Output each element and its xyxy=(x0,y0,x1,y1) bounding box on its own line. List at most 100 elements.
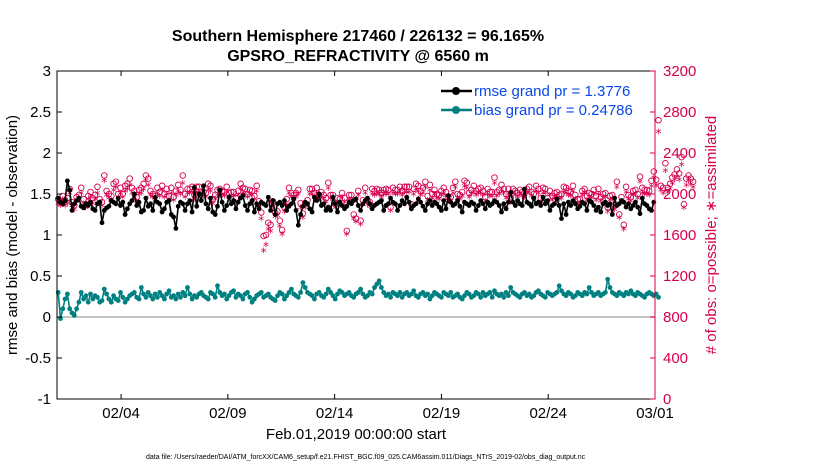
obs-assimilated-point: * xyxy=(653,180,659,194)
y-right-tick-label: 0 xyxy=(663,391,671,408)
rmse-point xyxy=(572,201,578,207)
rmse-point xyxy=(263,203,269,208)
obs-possible-point xyxy=(535,185,542,193)
bias-point xyxy=(439,294,444,300)
rmse-point xyxy=(233,206,239,212)
obs-possible-point xyxy=(101,172,108,179)
rmse-point xyxy=(540,194,546,200)
rmse-point xyxy=(388,195,393,201)
obs-assimilated-point: * xyxy=(143,176,149,190)
bias-point xyxy=(178,294,183,300)
obs-assimilated-point: * xyxy=(595,189,601,203)
obs-possible-point xyxy=(345,191,353,199)
rmse-point xyxy=(538,203,544,208)
bias-point xyxy=(508,285,514,290)
bias-point xyxy=(584,291,590,297)
obs-possible-point xyxy=(94,183,101,191)
bias-point xyxy=(88,291,93,297)
rmse-point xyxy=(501,201,507,207)
obs-assimilated-point: * xyxy=(450,188,456,202)
rmse-point xyxy=(385,201,391,207)
obs-assimilated-point: * xyxy=(295,189,301,203)
obs-assimilated-point: * xyxy=(642,189,648,203)
bias-point xyxy=(136,296,142,302)
obs-assimilated-point: * xyxy=(309,189,315,203)
data-file-footnote: data file: /Users/raeder/DAI/ATM_forcXX/… xyxy=(146,454,586,461)
obs-assimilated-point: * xyxy=(556,194,562,208)
rmse-point xyxy=(633,199,638,205)
obs-possible-point xyxy=(627,193,635,201)
obs-assimilated-point: * xyxy=(141,184,147,198)
rmse-point xyxy=(335,209,340,215)
rmse-point xyxy=(187,198,193,204)
rmse-point xyxy=(446,193,451,199)
obs-assimilated-point: * xyxy=(325,183,331,197)
legend: rmse grand pr = 1.3776 bias grand pr = 0… xyxy=(441,83,633,119)
rmse-point xyxy=(309,209,315,215)
obs-assimilated-point: * xyxy=(328,193,334,207)
obs-assimilated-point: * xyxy=(392,189,398,203)
obs-assimilated-point: * xyxy=(660,188,666,202)
rmse-point xyxy=(224,203,230,208)
plot-area xyxy=(57,71,655,399)
obs-assimilated-point: * xyxy=(563,188,569,202)
obs-assimilated-point: * xyxy=(101,176,107,190)
obs-assimilated-point: * xyxy=(58,200,64,214)
obs-assimilated-point: * xyxy=(254,186,260,200)
bias-point xyxy=(286,290,292,295)
obs-assimilated-point: * xyxy=(471,186,477,200)
obs-assimilated-point: * xyxy=(129,188,135,202)
obs-possible-point xyxy=(313,184,320,192)
obs-possible-point xyxy=(567,188,574,196)
rmse-series xyxy=(55,178,657,231)
obs-assimilated-point: * xyxy=(415,186,421,200)
bias-point xyxy=(245,290,250,295)
obs-assimilated-point: * xyxy=(667,184,673,198)
obs-possible-point xyxy=(348,191,355,199)
bias-point xyxy=(489,294,495,300)
rmse-point xyxy=(529,203,534,209)
bias-point xyxy=(279,291,285,297)
obs-assimilated-point: * xyxy=(395,189,401,203)
obs-assimilated-point: * xyxy=(591,189,597,203)
rmse-point xyxy=(173,226,179,231)
obs-possible-point xyxy=(458,188,466,196)
obs-assimilated-point: * xyxy=(656,127,662,141)
bias-point xyxy=(448,290,454,295)
obs-assimilated-point: * xyxy=(88,192,94,206)
rmse-point xyxy=(612,195,617,201)
rmse-point xyxy=(522,186,527,192)
obs-possible-point xyxy=(574,195,581,203)
obs-assimilated-point: * xyxy=(351,214,357,228)
bias-point xyxy=(339,290,345,295)
obs-assimilated-point: * xyxy=(665,187,671,201)
rmse-point xyxy=(192,185,197,190)
obs-possible-point xyxy=(357,217,364,224)
bias-point xyxy=(556,283,562,289)
obs-possible-point xyxy=(636,173,644,180)
obs-possible-point xyxy=(295,186,302,194)
rmse-point xyxy=(639,195,645,201)
obs-possible-point xyxy=(241,185,249,193)
obs-assimilated-point: * xyxy=(164,189,170,203)
obs-assimilated-point: * xyxy=(175,186,181,200)
obs-assimilated-point: * xyxy=(245,192,251,206)
x-tick-label: 02/19 xyxy=(423,405,461,422)
obs-possible-point xyxy=(170,193,177,201)
obs-possible-point xyxy=(91,191,99,199)
obs-possible-point xyxy=(144,175,152,182)
bias-point xyxy=(143,294,149,300)
obs-assimilated-point: * xyxy=(402,187,408,201)
obs-possible-point xyxy=(662,160,669,167)
obs-assimilated-point: * xyxy=(275,211,281,225)
obs-assimilated-point: * xyxy=(679,159,685,173)
bias-point xyxy=(425,291,430,297)
obs-possible-point xyxy=(338,189,346,197)
obs-possible-point xyxy=(158,182,166,190)
rmse-point xyxy=(189,209,195,215)
bias-point xyxy=(166,288,172,294)
obs-possible-point xyxy=(228,188,235,196)
obs-assimilated-point: * xyxy=(503,193,509,207)
obs-assimilated-point: * xyxy=(265,224,271,238)
y-left-tick-label: 1 xyxy=(43,227,51,244)
